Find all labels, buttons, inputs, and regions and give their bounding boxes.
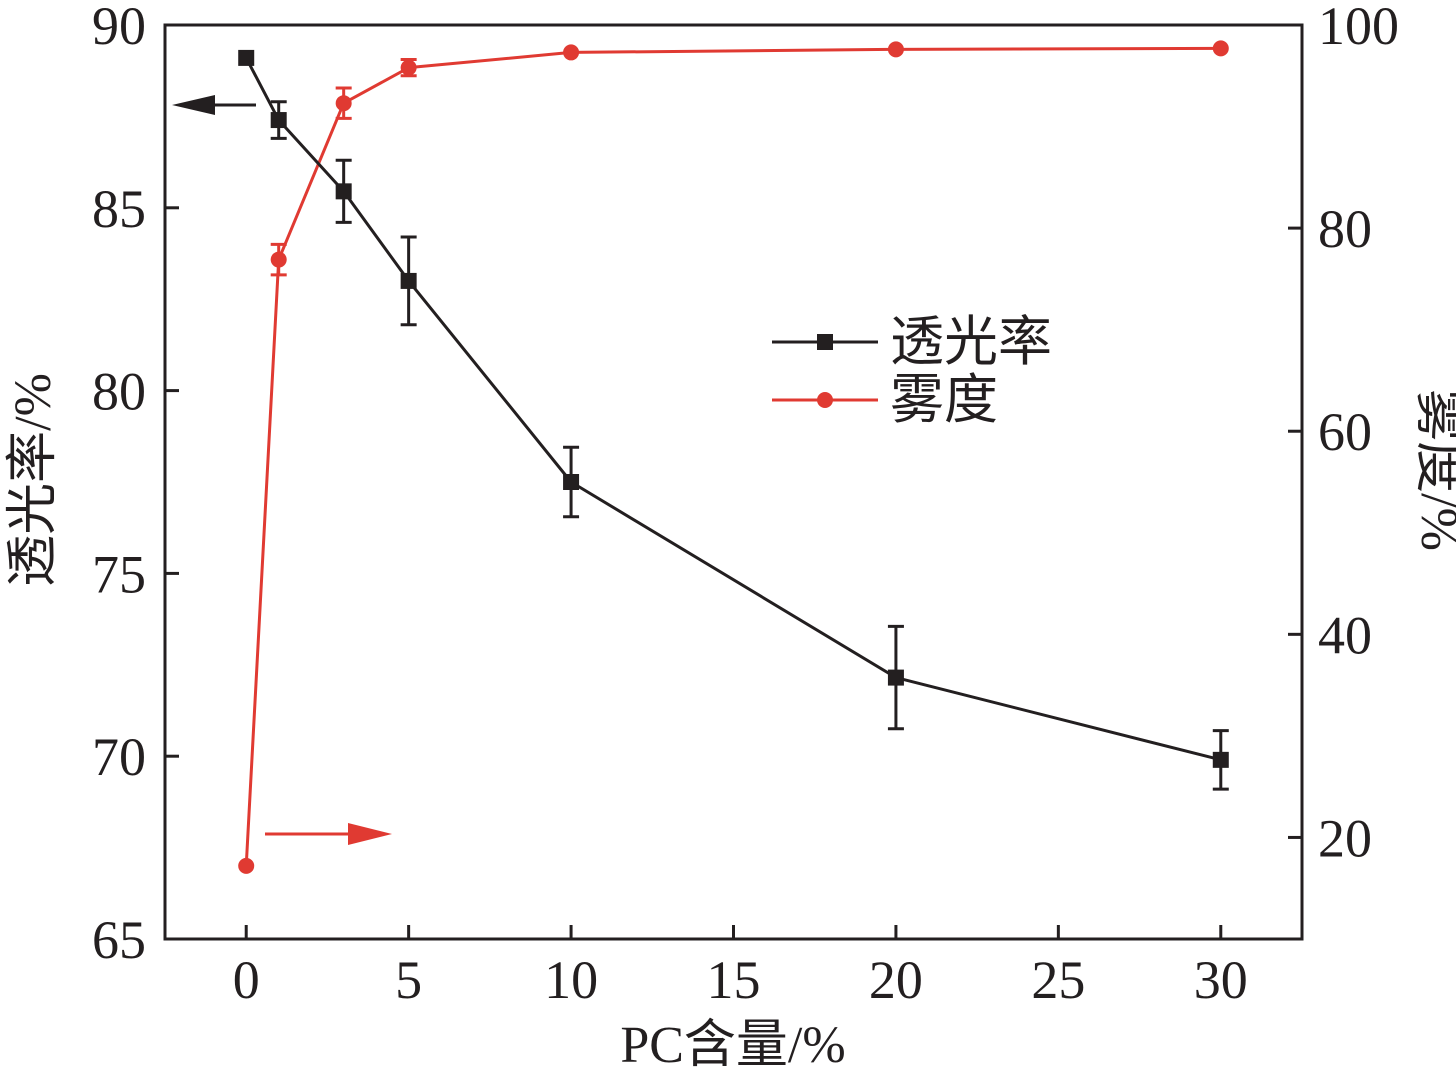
y-right-tick-label-60: 60 (1318, 402, 1372, 462)
point-transmittance-10 (563, 474, 580, 490)
point-haze-20 (887, 41, 904, 58)
point-transmittance-1 (270, 112, 287, 129)
point-haze-10 (563, 44, 580, 61)
point-haze-1 (270, 251, 287, 268)
y-right-tick-label-80: 80 (1318, 199, 1372, 259)
arrow-right-axis-icon (265, 823, 392, 845)
annotation-layer (172, 95, 392, 845)
y-left-tick-label-90: 90 (92, 0, 146, 56)
series-layer (238, 40, 1229, 874)
x-tick-label-5: 5 (395, 950, 422, 1010)
point-transmittance-0 (238, 49, 255, 66)
plot-frame (163, 23, 1304, 941)
y-right-tick-label-100: 100 (1318, 0, 1399, 56)
x-tick-label-0: 0 (233, 950, 260, 1010)
legend-marker-transmittance (817, 334, 833, 350)
y-right-tick-label-40: 40 (1318, 605, 1372, 665)
x-tick-label-30: 30 (1194, 950, 1248, 1010)
point-transmittance-20 (887, 669, 904, 686)
point-haze-0 (238, 857, 255, 874)
arrow-head (348, 823, 392, 845)
y-left-tick-label-85: 85 (92, 179, 146, 239)
y-right-axis-title: 雾度/% (1410, 389, 1456, 551)
arrow-left-axis-icon (172, 95, 256, 115)
legend: 透光率 雾度 (772, 312, 1052, 430)
series-line-haze (244, 46, 1221, 866)
point-haze-30 (1212, 40, 1229, 57)
arrow-head (172, 95, 215, 115)
point-haze-5 (400, 59, 417, 76)
point-transmittance-30 (1212, 751, 1229, 768)
y-left-axis-ticks: 65 70 75 80 85 90 (92, 0, 179, 970)
series-line-transmittance (244, 57, 1222, 762)
x-axis-ticks: 0 5 10 15 20 25 30 (233, 925, 1248, 1010)
y-left-tick-label-70: 70 (92, 727, 146, 787)
point-transmittance-3 (335, 183, 352, 200)
y-left-tick-label-80: 80 (92, 362, 146, 422)
x-tick-label-15: 15 (707, 950, 761, 1010)
point-transmittance-5 (400, 272, 417, 289)
legend-marker-haze (817, 392, 833, 408)
x-tick-label-20: 20 (869, 950, 923, 1010)
y-left-axis-title: 透光率/% (5, 373, 62, 587)
y-left-tick-label-65: 65 (92, 910, 146, 970)
x-tick-label-25: 25 (1031, 950, 1085, 1010)
point-haze-3 (335, 95, 352, 112)
y-right-axis-ticks: 20 40 60 80 100 (1288, 0, 1399, 868)
legend-label-haze: 雾度 (890, 370, 998, 430)
x-axis-title: PC含量/% (620, 1017, 845, 1069)
y-left-tick-label-75: 75 (92, 544, 146, 604)
legend-label-transmittance: 透光率 (890, 312, 1052, 372)
y-right-tick-label-20: 20 (1318, 808, 1372, 868)
x-tick-label-10: 10 (544, 950, 598, 1010)
